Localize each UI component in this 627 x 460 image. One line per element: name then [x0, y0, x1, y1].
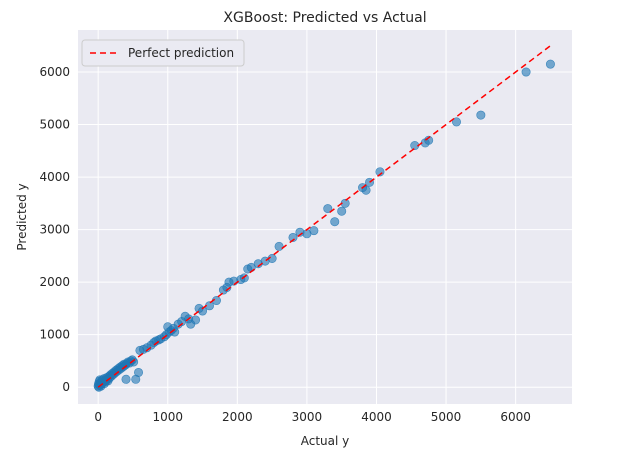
y-tick-label: 1000	[39, 328, 70, 342]
y-tick-label: 3000	[39, 223, 70, 237]
legend: Perfect prediction	[81, 39, 245, 67]
y-tick-label: 6000	[39, 65, 70, 79]
data-point	[476, 110, 486, 120]
data-point	[452, 117, 462, 127]
x-tick-label: 1000	[152, 410, 183, 424]
data-point	[361, 185, 371, 195]
y-tick-label: 4000	[39, 170, 70, 184]
data-point	[191, 315, 201, 325]
data-point	[424, 135, 434, 145]
x-axis-label: Actual y	[301, 434, 350, 448]
data-points	[93, 59, 555, 392]
data-point	[545, 59, 555, 69]
data-point	[239, 273, 249, 283]
y-tick-labels: 0 1000 2000 3000 4000 5000 6000	[39, 65, 70, 394]
data-point	[375, 167, 385, 177]
chart-title: XGBoost: Predicted vs Actual	[223, 10, 426, 26]
legend-box	[81, 39, 245, 67]
x-tick-label: 5000	[431, 410, 462, 424]
perfect-prediction-line	[97, 45, 551, 388]
x-tick-label: 0	[94, 410, 102, 424]
y-tick-label: 2000	[39, 275, 70, 289]
data-point	[129, 357, 139, 367]
data-point	[323, 204, 333, 214]
x-tick-label: 2000	[222, 410, 253, 424]
data-point	[330, 217, 340, 227]
vertical-gridlines	[97, 30, 517, 404]
legend-label: Perfect prediction	[128, 46, 234, 60]
data-point	[337, 206, 347, 216]
y-tick-label: 0	[62, 380, 70, 394]
x-tick-label: 6000	[500, 410, 531, 424]
x-tick-label: 3000	[292, 410, 323, 424]
data-point	[121, 374, 131, 384]
data-point	[274, 241, 284, 251]
y-tick-label: 5000	[39, 118, 70, 132]
y-axis-label: Predicted y	[15, 183, 29, 250]
data-point	[288, 232, 298, 242]
data-point	[134, 367, 144, 377]
data-point	[309, 226, 319, 236]
x-tick-labels: 0 1000 2000 3000 4000 5000 6000	[94, 410, 531, 424]
data-point	[521, 67, 531, 77]
x-tick-label: 4000	[361, 410, 392, 424]
